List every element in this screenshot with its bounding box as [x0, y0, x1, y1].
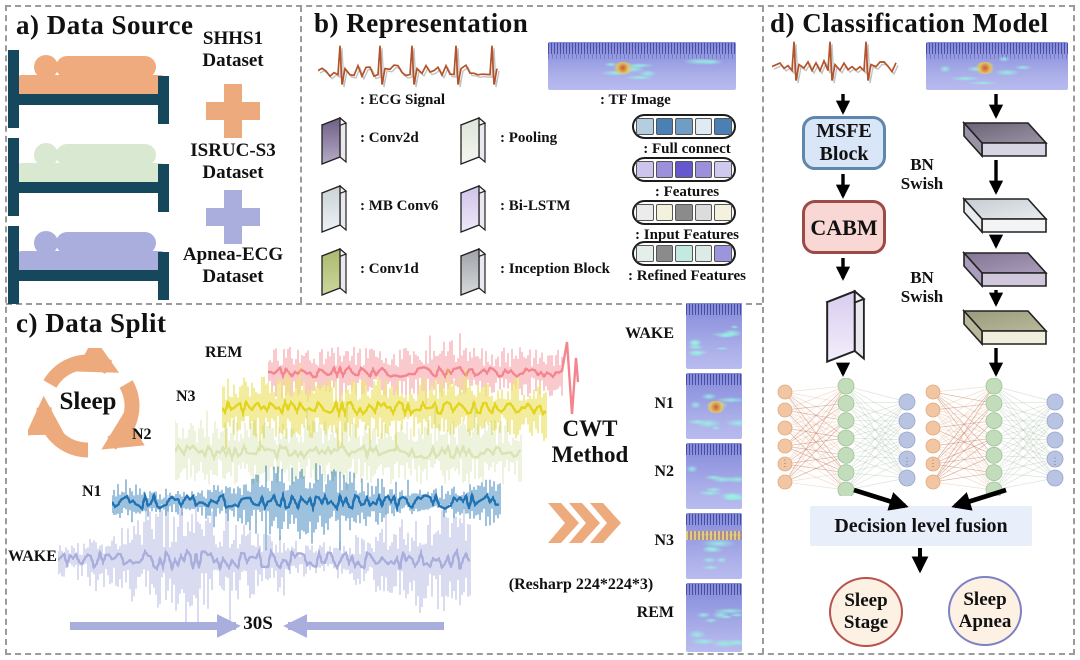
wake-trace-label: WAKE — [8, 548, 57, 565]
sleep-apnea-output: Sleep Apnea — [948, 576, 1022, 646]
svg-text:⋮: ⋮ — [1051, 456, 1060, 466]
input-features-label: : Input Features — [635, 227, 739, 243]
bed-orange-illustration — [8, 50, 169, 128]
panel-a-title: a) Data Source — [16, 10, 194, 40]
svg-text:⋮: ⋮ — [903, 456, 912, 466]
cwt-method-label: CWT Method — [551, 416, 629, 467]
bilstm-block-icon — [825, 289, 866, 364]
resharp-label: (Resharp 224*224*3) — [508, 576, 654, 593]
plus-icon — [206, 190, 260, 244]
spec-n2-label: N2 — [654, 463, 674, 480]
refined-features-label: : Refined Features — [627, 268, 747, 284]
sleep-cycle-label: Sleep — [59, 388, 117, 415]
decision-fusion-block: Decision level fusion — [810, 506, 1032, 546]
plus-icon — [206, 84, 260, 138]
ecg-signal-image — [318, 45, 500, 88]
panel-c-title: c) Data Split — [16, 308, 167, 338]
conv2d-icon — [320, 116, 348, 165]
inception-label: : Inception Block — [500, 261, 611, 277]
spectrogram-wake — [686, 303, 742, 369]
n2-trace — [175, 405, 522, 490]
pooling-label: : Pooling — [500, 130, 558, 146]
spectrogram-n2 — [686, 443, 742, 509]
spectrogram-rem — [686, 583, 742, 652]
tf-image — [548, 42, 736, 90]
bed-green-illustration — [8, 138, 169, 216]
features-label: : Features — [654, 184, 720, 200]
svg-text:⋮: ⋮ — [781, 458, 790, 468]
spectrogram-n3 — [686, 513, 742, 579]
dataset-isruc-label: ISRUC-S3 Dataset — [190, 140, 276, 183]
n3-trace-label: N3 — [176, 388, 196, 405]
dataset-apnea-label: Apnea-ECG Dataset — [182, 244, 284, 287]
neural-network-right: ⋮ ⋮ — [925, 378, 1064, 496]
divider-d — [762, 6, 764, 654]
bn-swish-label-1: BN Swish — [900, 155, 944, 193]
conv-plate-1 — [962, 120, 1048, 159]
triple-chevron-icon — [548, 503, 621, 543]
conv-plate-3 — [962, 250, 1048, 289]
sleep-stage-output: Sleep Stage — [829, 577, 903, 647]
conv2d-label: : Conv2d — [360, 130, 419, 146]
full-connect-icon — [632, 114, 736, 139]
panel-d-title: d) Classification Model — [770, 8, 1049, 38]
neural-network-left: ⋮ ⋮ — [777, 378, 916, 496]
refined-features-icon — [632, 241, 736, 266]
bed-lavender-illustration — [8, 226, 169, 304]
conv1d-icon — [320, 247, 348, 296]
full-connect-label: : Full connect — [643, 141, 731, 157]
divider-a-b — [300, 6, 302, 303]
bn-swish-label-2: BN Swish — [900, 268, 944, 306]
sleep-cycle-icon — [28, 348, 145, 458]
mbconv6-icon — [320, 184, 348, 233]
mbconv6-label: : MB Conv6 — [360, 198, 439, 214]
dataset-shhs1-label: SHHS1 Dataset — [202, 28, 264, 71]
tf-image-label: : TF Image — [600, 92, 671, 108]
spec-wake-label: WAKE — [625, 325, 674, 342]
duration-label: 30S — [243, 613, 273, 634]
ecg-signal-image-d — [772, 41, 899, 84]
n1-trace — [112, 463, 501, 551]
n1-trace-label: N1 — [82, 483, 102, 500]
spec-n3-label: N3 — [654, 532, 674, 549]
n2-trace-label: N2 — [132, 426, 152, 443]
tf-image-d — [926, 42, 1068, 90]
spectrogram-n1 — [686, 373, 742, 439]
svg-text:⋮: ⋮ — [929, 458, 938, 468]
wake-trace — [58, 495, 471, 625]
n3-trace — [222, 365, 547, 451]
divider-top-bottom — [6, 303, 762, 305]
msfe-block: MSFE Block — [802, 116, 886, 170]
rem-trace-label: REM — [205, 344, 243, 361]
spec-rem-label: REM — [636, 604, 674, 621]
panel-b-title: b) Representation — [314, 8, 529, 38]
conv1d-label: : Conv1d — [360, 261, 419, 277]
conv-plate-4 — [962, 308, 1048, 347]
bilstm-icon — [459, 184, 487, 233]
input-features-icon — [632, 200, 736, 225]
inception-icon — [459, 247, 487, 296]
spec-n1-label: N1 — [654, 395, 674, 412]
features-icon — [632, 157, 736, 182]
cabm-block: CABM — [802, 200, 886, 254]
ecg-signal-label: : ECG Signal — [360, 92, 446, 108]
conv-plate-2 — [962, 196, 1048, 235]
bilstm-label: : Bi-LSTM — [500, 198, 571, 214]
pooling-icon — [459, 116, 487, 165]
